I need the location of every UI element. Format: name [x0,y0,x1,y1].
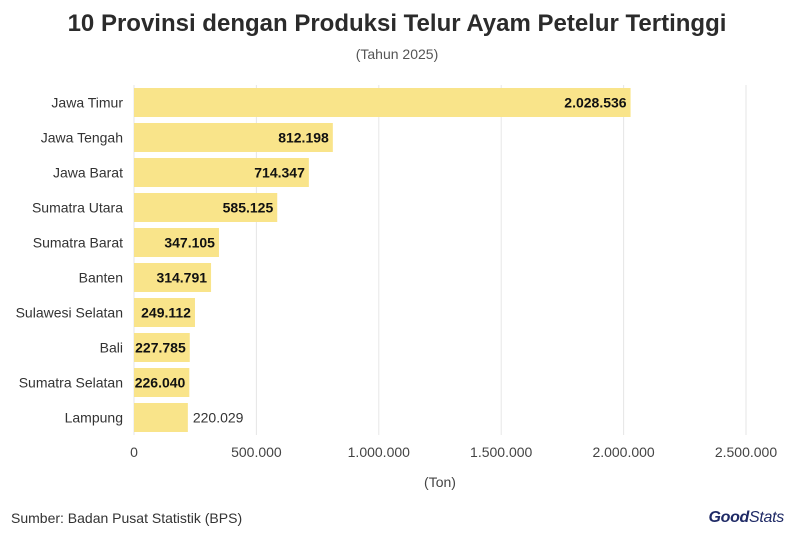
data-label: 314.791 [156,270,207,286]
bar [134,333,190,362]
y-tick-label: Banten [79,270,123,286]
x-tick-label: 2.000.000 [592,444,654,460]
bar [134,263,212,292]
y-tick-label: Bali [100,340,123,356]
data-label: 347.105 [164,235,215,251]
data-label: 220.029 [193,410,244,426]
chart-subtitle: (Tahun 2025) [355,46,439,62]
y-tick-label: Sumatra Selatan [19,375,123,391]
labels: 0 500.000 1.000.000 1.500.000 2.000.000 2.500… [16,95,778,491]
bar [134,403,188,432]
x-axis-label: (Ton) [424,474,456,490]
logo-part-good: Good [708,509,750,526]
y-tick-label: Jawa Timur [51,95,123,111]
x-tick-label: 1.000.000 [348,444,410,460]
bar [134,298,195,327]
bar [134,193,278,222]
data-label: 249.112 [141,305,191,321]
bar [134,228,219,257]
data-label: 2.028.536 [564,95,626,111]
x-tick-label: 0 [130,444,138,460]
y-tick-label: Lampung [65,410,123,426]
chart-title: 10 Provinsi dengan Produksi Telur Ayam P… [67,10,727,37]
data-label: 585.125 [223,200,274,216]
y-tick-label: Sulawesi Selatan [16,305,123,321]
y-tick-label: Sumatra Utara [32,200,123,216]
bars [134,88,631,432]
y-tick-label: Sumatra Barat [33,235,123,251]
bar [134,158,309,187]
bar [134,368,190,397]
data-label: 227.785 [135,340,186,356]
y-tick-label: Jawa Barat [53,165,123,181]
data-label: 226.040 [135,375,186,391]
y-tick-label: Jawa Tengah [41,130,123,146]
bar [134,123,333,152]
x-tick-label: 500.000 [231,444,282,460]
goodstats-logo: GoodStats [708,509,784,527]
x-tick-label: 1.500.000 [470,444,532,460]
source-note: Sumber: Badan Pusat Statistik (BPS) [11,510,243,526]
bar [134,88,631,117]
x-tick-label: 2.500.000 [715,444,777,460]
data-label: 812.198 [278,130,329,146]
logo-part-stats: Stats [749,509,784,526]
data-label: 714.347 [254,165,305,181]
